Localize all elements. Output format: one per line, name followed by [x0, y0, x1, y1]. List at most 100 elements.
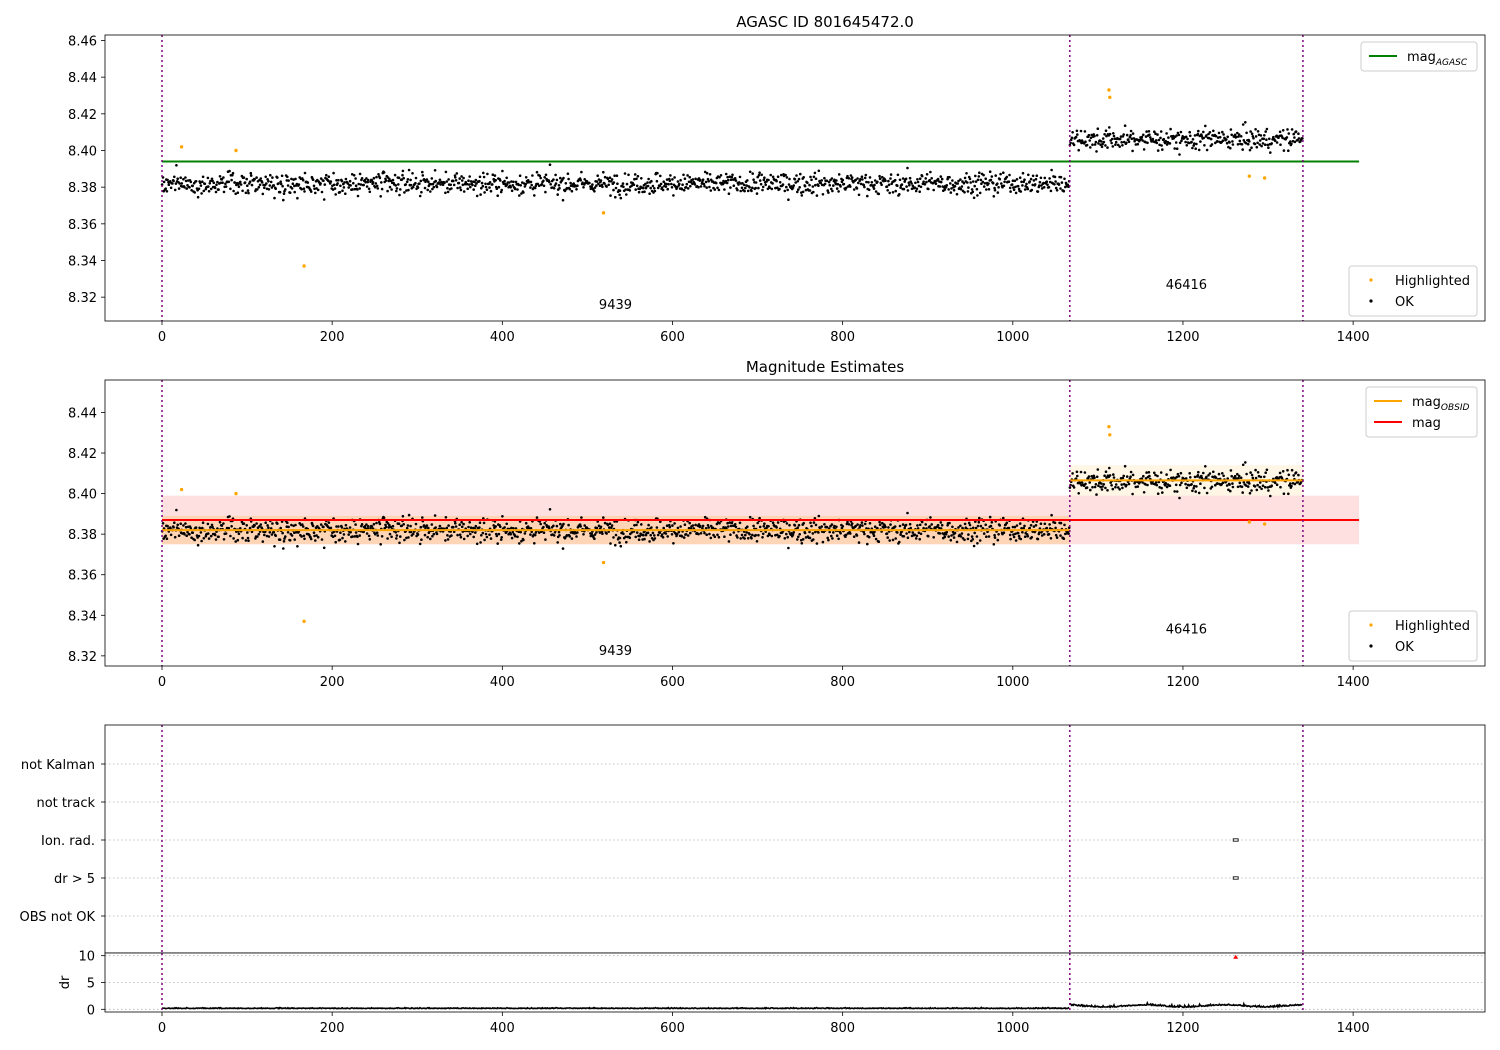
- ok-point: [276, 176, 279, 179]
- ok-point: [846, 174, 849, 178]
- ok-point: [852, 188, 856, 191]
- ok-point: [558, 534, 561, 537]
- ok-point: [339, 184, 342, 188]
- ok-point: [751, 172, 754, 175]
- ok-point: [1038, 180, 1042, 184]
- ok-point: [561, 198, 565, 202]
- ok-point: [593, 190, 596, 193]
- ok-point: [1287, 149, 1290, 152]
- ok-point: [701, 524, 705, 528]
- ok-point: [518, 174, 522, 177]
- ok-point: [482, 175, 486, 179]
- ok-point: [458, 523, 462, 526]
- ok-point: [669, 174, 672, 177]
- ok-point: [732, 184, 736, 187]
- ok-point: [963, 191, 966, 194]
- ok-point: [934, 182, 938, 186]
- ok-point: [886, 536, 889, 539]
- ok-point: [460, 175, 463, 178]
- ok-point: [1153, 471, 1156, 475]
- ok-point: [854, 178, 857, 182]
- ok-point: [785, 532, 788, 536]
- ok-point: [748, 515, 752, 519]
- highlighted-point: [1108, 433, 1112, 437]
- ok-point: [691, 178, 695, 181]
- y-tick-label: 8.46: [68, 35, 97, 50]
- ok-point: [166, 178, 169, 182]
- ok-point: [366, 180, 370, 184]
- ok-point: [950, 534, 953, 537]
- ok-point: [599, 525, 603, 529]
- ok-point: [627, 173, 630, 177]
- x-tick-label: 1000: [996, 1021, 1029, 1036]
- ok-point: [648, 540, 651, 543]
- ok-point: [457, 181, 461, 185]
- ok-point: [993, 536, 997, 539]
- ok-point: [1296, 480, 1299, 484]
- ok-point: [598, 184, 602, 187]
- ok-point: [1118, 488, 1121, 491]
- ok-point: [668, 525, 672, 529]
- ok-point: [259, 177, 263, 180]
- ok-point: [670, 182, 673, 186]
- ok-point: [945, 530, 949, 534]
- ok-point: [509, 532, 512, 536]
- ok-point: [1230, 474, 1233, 478]
- ok-point: [802, 521, 805, 525]
- ok-point: [248, 526, 252, 530]
- ok-point: [244, 539, 248, 542]
- y-tick-label: 5: [87, 977, 95, 992]
- ok-point: [1264, 471, 1267, 475]
- ok-point: [827, 538, 830, 542]
- ok-point: [1286, 468, 1289, 472]
- ok-point: [987, 182, 990, 185]
- ok-point: [1265, 127, 1269, 131]
- ok-point: [273, 196, 276, 200]
- ok-point: [1236, 485, 1240, 489]
- ok-point: [172, 179, 175, 183]
- ok-point: [444, 539, 447, 542]
- ok-point: [726, 178, 730, 182]
- ok-point: [416, 533, 420, 536]
- ok-point: [1175, 134, 1178, 137]
- ok-point: [500, 188, 504, 192]
- ok-point: [1050, 168, 1053, 172]
- ok-point: [538, 174, 542, 178]
- ok-point: [1003, 180, 1006, 184]
- ok-point: [1082, 484, 1086, 488]
- ok-point: [552, 534, 556, 537]
- ok-point: [407, 536, 410, 539]
- ok-point: [963, 176, 967, 180]
- ok-point: [332, 183, 336, 187]
- ok-point: [938, 185, 942, 188]
- ok-point: [932, 188, 935, 192]
- ok-point: [1272, 135, 1275, 139]
- ok-point: [1279, 143, 1282, 146]
- ok-point: [1251, 476, 1255, 480]
- ok-point: [1129, 133, 1132, 137]
- ok-point: [1020, 180, 1023, 184]
- ok-point: [357, 182, 361, 186]
- ok-point: [697, 185, 700, 189]
- ok-point: [864, 173, 868, 177]
- ok-point: [748, 186, 751, 189]
- ok-point: [814, 530, 817, 534]
- ok-point: [337, 178, 340, 182]
- ok-point: [542, 531, 546, 534]
- ok-point: [593, 186, 597, 189]
- ok-point: [173, 188, 177, 192]
- ok-point: [1014, 185, 1017, 189]
- ok-point: [667, 182, 670, 186]
- ok-point: [1131, 132, 1135, 135]
- ok-point: [697, 523, 701, 526]
- ok-point: [635, 523, 638, 527]
- ok-point: [671, 178, 674, 181]
- ok-point: [1297, 473, 1300, 477]
- ok-point: [1131, 492, 1134, 496]
- ok-point: [1203, 486, 1206, 490]
- ok-point: [823, 176, 826, 180]
- ok-point: [475, 182, 478, 185]
- ok-point: [1231, 140, 1234, 143]
- ok-point: [899, 533, 902, 536]
